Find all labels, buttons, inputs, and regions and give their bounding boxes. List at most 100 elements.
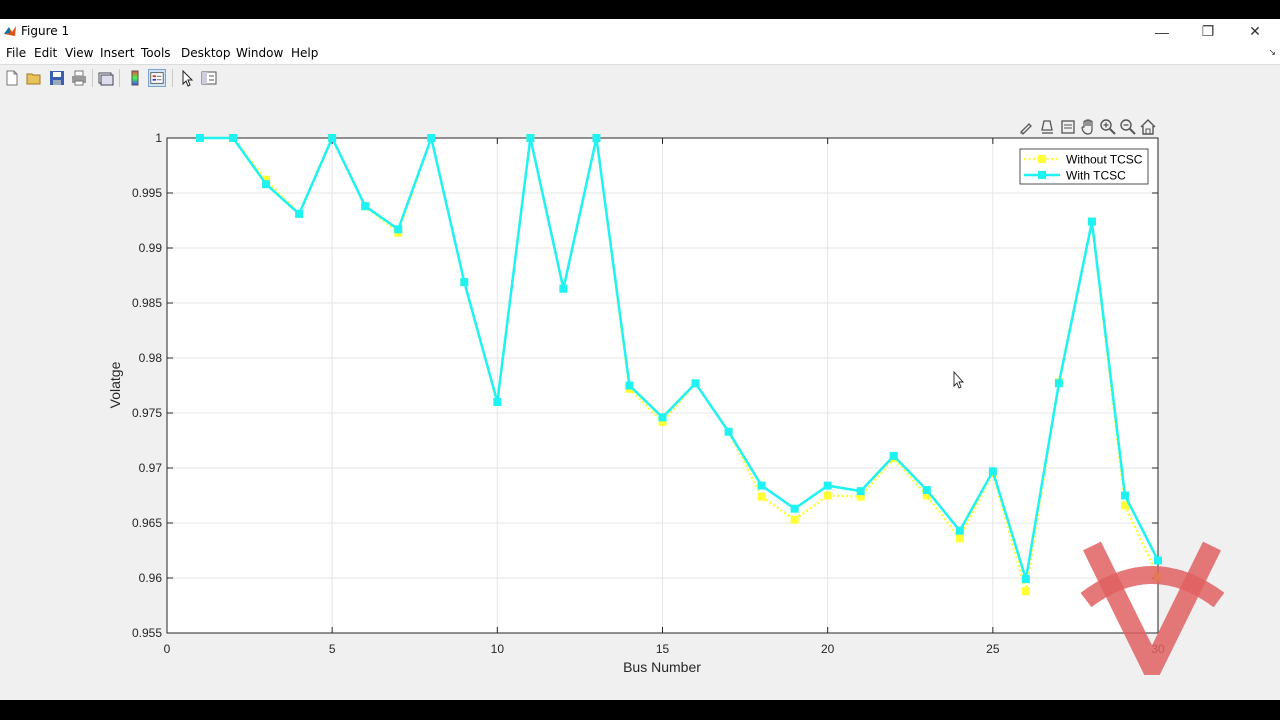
- x-tick-label: 25: [986, 642, 1000, 656]
- data-point-marker: [196, 134, 205, 142]
- legend-marker-without: [1038, 155, 1046, 163]
- data-point-marker: [1087, 217, 1096, 226]
- legend-label-without: Without TCSC: [1066, 153, 1143, 167]
- close-icon: ✕: [1249, 23, 1261, 39]
- data-point-marker: [691, 379, 700, 388]
- watermark-logo-icon: [1080, 541, 1225, 675]
- restore-button[interactable]: ❐: [1185, 19, 1231, 44]
- open-file-icon[interactable]: [25, 69, 43, 87]
- print-icon[interactable]: [70, 69, 88, 87]
- series-line: [200, 136, 1160, 581]
- dock-arrow-icon[interactable]: ↘: [1268, 47, 1276, 57]
- data-point-marker: [823, 491, 832, 500]
- data-point-marker: [229, 134, 238, 142]
- toolbar-separator: [92, 69, 93, 87]
- property-inspector-icon[interactable]: [200, 69, 218, 87]
- data-point-marker: [262, 180, 271, 189]
- menu-tools[interactable]: Tools: [141, 46, 171, 60]
- new-figure-icon[interactable]: [3, 69, 21, 87]
- data-point-marker: [262, 175, 271, 184]
- pan-icon[interactable]: [1079, 118, 1097, 136]
- data-point-marker: [493, 398, 502, 406]
- save-icon[interactable]: [48, 69, 66, 87]
- data-point-marker: [955, 534, 964, 543]
- data-point-marker: [592, 134, 601, 142]
- data-point-marker: [922, 486, 931, 494]
- home-icon[interactable]: [1139, 118, 1157, 136]
- data-point-marker: [889, 451, 898, 460]
- data-tips-icon[interactable]: [1039, 118, 1057, 136]
- matlab-icon: [3, 24, 17, 38]
- menu-bar: File Edit View Insert Tools Desktop Wind…: [0, 44, 1280, 64]
- y-tick-label: 0.955: [132, 626, 162, 640]
- title-bar: Figure 1 — ❐ ✕: [0, 19, 1280, 44]
- insert-legend-icon[interactable]: [148, 69, 166, 87]
- data-point-marker: [328, 134, 337, 142]
- window-title: Figure 1: [21, 24, 70, 38]
- data-point-marker: [658, 417, 667, 426]
- menu-window[interactable]: Window: [236, 46, 284, 60]
- data-point-marker: [856, 487, 865, 496]
- data-point-marker: [790, 504, 799, 513]
- y-tick-label: 0.995: [132, 186, 162, 200]
- data-point-marker: [526, 134, 535, 142]
- y-tick-label: 0.98: [139, 351, 163, 365]
- data-point-marker: [856, 492, 865, 501]
- figure-toolbar: [0, 64, 1280, 93]
- data-point-marker: [1154, 556, 1162, 565]
- data-point-marker: [394, 225, 403, 234]
- legend: Without TCSC With TCSC: [1019, 148, 1149, 185]
- menu-file[interactable]: File: [6, 46, 27, 60]
- x-tick-label: 5: [329, 642, 336, 656]
- series-with-tcsc: [196, 134, 1162, 584]
- toolbar-separator: [119, 69, 120, 87]
- x-tick-label: 0: [164, 642, 171, 656]
- y-tick-label: 0.965: [132, 516, 162, 530]
- mouse-cursor-icon: [953, 370, 965, 389]
- data-point-marker: [724, 427, 733, 436]
- close-button[interactable]: ✕: [1232, 19, 1278, 44]
- data-point-marker: [988, 467, 997, 476]
- x-tick-label: 10: [491, 642, 505, 656]
- export-icon[interactable]: [1059, 118, 1077, 136]
- restore-icon: ❐: [1201, 23, 1215, 39]
- data-point-marker: [1120, 491, 1129, 500]
- axis-ticks: 0 5 10 15 20 25 300.9550.960.9650.970.9750.980…: [132, 131, 1165, 656]
- x-axis-label: Bus Number: [623, 659, 701, 675]
- data-point-marker: [361, 202, 370, 211]
- minimize-icon: —: [1155, 23, 1169, 40]
- insert-colorbar-icon[interactable]: [126, 69, 144, 87]
- data-point-marker: [559, 284, 568, 293]
- toolbar-separator: [172, 69, 173, 87]
- data-point-marker: [823, 481, 832, 490]
- data-point-marker: [790, 515, 799, 524]
- y-tick-label: 0.97: [139, 461, 163, 475]
- data-point-marker: [757, 492, 766, 501]
- brush-icon[interactable]: [1018, 118, 1036, 136]
- x-tick-label: 20: [821, 642, 835, 656]
- data-point-marker: [1054, 379, 1063, 388]
- menu-help[interactable]: Help: [291, 46, 319, 60]
- data-point-marker: [625, 381, 634, 390]
- zoom-out-icon[interactable]: [1119, 118, 1137, 136]
- menu-edit[interactable]: Edit: [34, 46, 58, 60]
- menu-desktop[interactable]: Desktop: [181, 46, 231, 60]
- legend-label-with: With TCSC: [1066, 169, 1126, 183]
- y-tick-label: 0.985: [132, 296, 162, 310]
- data-point-marker: [295, 209, 304, 218]
- data-point-marker: [955, 526, 964, 535]
- minimize-button[interactable]: —: [1139, 19, 1185, 44]
- y-tick-label: 1: [155, 131, 162, 145]
- menu-insert[interactable]: Insert: [100, 46, 135, 60]
- y-axis-label: Volatge: [107, 361, 123, 408]
- link-plot-icon[interactable]: [97, 69, 115, 87]
- edit-plot-icon[interactable]: [178, 69, 196, 87]
- data-point-marker: [922, 491, 931, 500]
- data-point-marker: [1120, 501, 1129, 510]
- legend-marker-with: [1038, 171, 1046, 179]
- data-point-marker: [1021, 587, 1030, 596]
- zoom-in-icon[interactable]: [1099, 118, 1117, 136]
- y-tick-label: 0.99: [139, 241, 163, 255]
- menu-view[interactable]: View: [65, 46, 94, 60]
